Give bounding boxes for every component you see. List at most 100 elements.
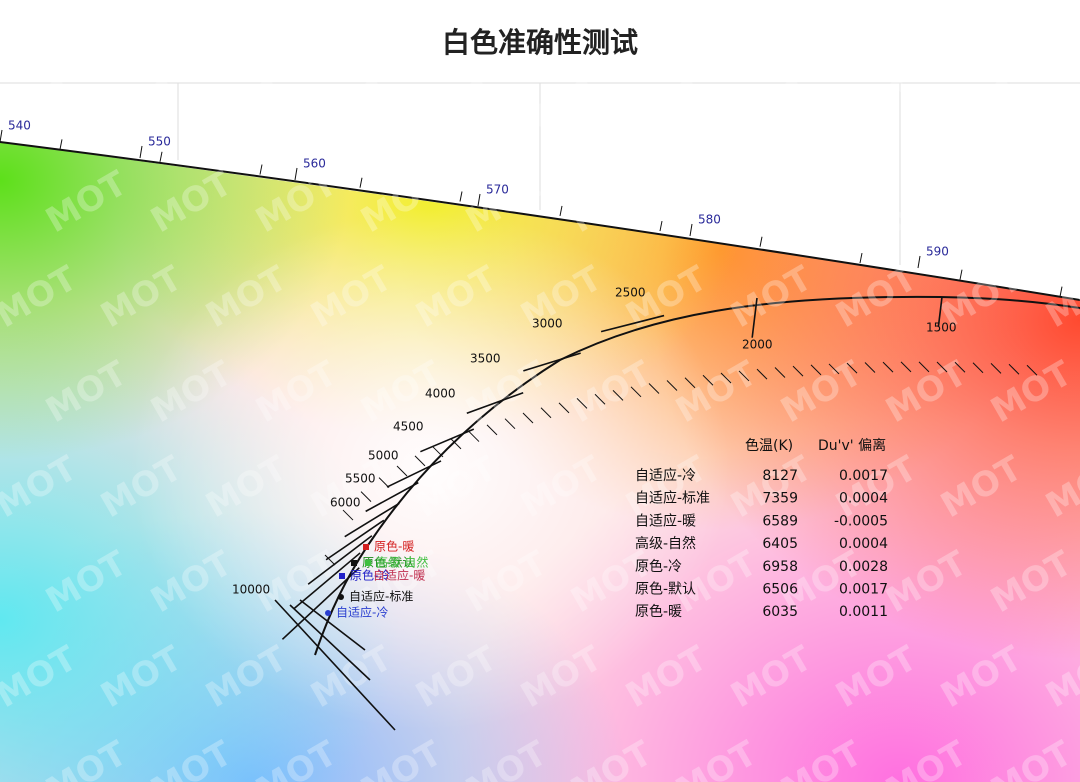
watermark: MOT [0, 448, 84, 526]
cct-label: 4500 [393, 420, 424, 434]
watermark: MOT [39, 353, 134, 431]
locus-tick [359, 177, 363, 188]
cct-label: 2500 [615, 286, 646, 300]
locus-tick [759, 236, 763, 247]
locus-tick [959, 269, 963, 280]
watermark: MOT [829, 258, 924, 336]
isotherm [523, 352, 581, 372]
minor-tick [1008, 363, 1020, 375]
minor-tick [864, 362, 876, 373]
table-header: Du'v' 偏离 [818, 437, 886, 454]
minor-tick [522, 412, 534, 424]
watermark: MOT [984, 543, 1079, 621]
minor-tick [972, 362, 984, 374]
wavelength-label: 570 [486, 183, 509, 197]
row-duv: 0.0028 [839, 559, 888, 575]
isotherm [325, 519, 385, 561]
minor-tick [1026, 364, 1038, 376]
watermark: MOT [249, 733, 344, 782]
wavelength-label: 580 [698, 213, 721, 227]
watermark: MOT [459, 543, 554, 621]
watermark: MOT [1039, 638, 1080, 716]
minor-tick [432, 446, 444, 458]
watermark: MOT [354, 733, 449, 782]
minor-tick [828, 363, 840, 375]
watermark: MOT [879, 543, 974, 621]
isotherm [365, 481, 419, 513]
watermark: MOT [669, 353, 764, 431]
watermark: MOT [564, 353, 659, 431]
watermark: MOT [514, 638, 609, 716]
minor-tick [810, 364, 822, 376]
minor-tick [612, 390, 624, 401]
watermark: MOT [619, 638, 714, 716]
minor-tick [396, 465, 408, 477]
watermark: MOT [94, 258, 189, 336]
locus-tick [689, 223, 693, 237]
watermark: MOT [0, 638, 84, 716]
minor-tick [918, 361, 930, 373]
locus-tick [659, 220, 663, 232]
point-label: 原色-冷 [350, 569, 390, 583]
minor-tick [666, 380, 678, 391]
minor-tick [594, 393, 606, 405]
spectral-locus [0, 141, 1080, 301]
cct-label: 6000 [330, 496, 361, 510]
watermark: MOT [0, 258, 84, 336]
watermark: MOT [39, 543, 134, 621]
row-cct: 6506 [762, 582, 798, 598]
watermark: MOT [829, 638, 924, 716]
locus-tick [59, 139, 63, 150]
minor-tick [540, 407, 552, 419]
cct-label: 2000 [742, 338, 773, 352]
minor-tick [486, 424, 498, 436]
locus-tick [294, 167, 298, 181]
watermark: MOT [304, 258, 399, 336]
point [338, 594, 344, 600]
watermark: MOT [669, 733, 764, 782]
minor-tick [882, 361, 894, 373]
row-name: 自适应-标准 [635, 490, 710, 507]
minor-tick [468, 431, 480, 442]
minor-tick [504, 418, 516, 430]
cct-label: 3500 [470, 352, 501, 366]
isotherm [274, 599, 396, 731]
minor-tick [936, 361, 948, 373]
minor-tick [774, 367, 786, 378]
isotherm [466, 391, 524, 415]
watermark: MOT [249, 353, 344, 431]
watermark: MOT [934, 638, 1029, 716]
watermark: MOT [409, 258, 504, 336]
minor-tick [324, 554, 336, 566]
minor-tick [756, 368, 768, 380]
row-duv: 0.0004 [839, 536, 888, 552]
isotherm [289, 604, 371, 681]
watermark: MOT [39, 733, 134, 782]
wavelength-label: 590 [926, 245, 949, 259]
minor-tick [414, 455, 426, 467]
locus-tick [139, 145, 143, 159]
watermark: MOT [724, 258, 819, 336]
point-label: 原色-暖 [374, 540, 414, 554]
point-label: 原色-默认 [362, 555, 414, 570]
minor-tick [378, 477, 390, 488]
point [351, 560, 357, 566]
row-cct: 6589 [762, 513, 798, 529]
watermark: MOT [39, 163, 134, 241]
cct-label: 5000 [368, 449, 399, 463]
watermark: MOT [774, 353, 869, 431]
locus-tick [559, 205, 563, 217]
point [339, 573, 345, 579]
point-label: 自适应-暖 [373, 568, 425, 583]
watermark: MOT [1039, 448, 1080, 526]
watermark: MOT [304, 638, 399, 716]
watermark: MOT [409, 448, 504, 526]
point [325, 610, 331, 616]
wavelength-label: 540 [8, 119, 31, 133]
isotherm [299, 599, 366, 651]
wavelength-label: 550 [148, 135, 171, 149]
minor-tick [720, 372, 732, 384]
row-name: 自适应-冷 [635, 467, 696, 484]
watermark: MOT [724, 638, 819, 716]
